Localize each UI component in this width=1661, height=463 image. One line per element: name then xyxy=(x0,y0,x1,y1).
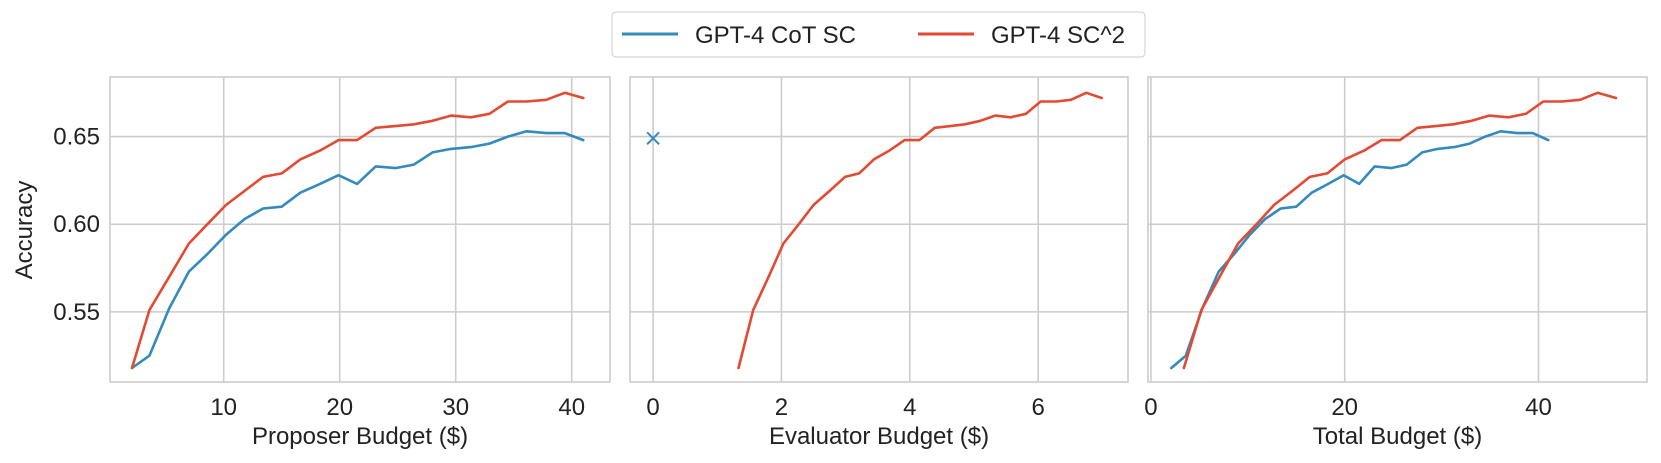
x-axis-label: Total Budget ($) xyxy=(1313,423,1482,450)
axes-frame xyxy=(1147,76,1648,383)
series-line-sc2 xyxy=(737,91,1103,370)
panel-2: 0 2 4 6 Evaluator Budget ($) xyxy=(629,76,1129,450)
y-tick-label: 0.55 xyxy=(53,299,100,326)
series-line-cot-sc xyxy=(1170,130,1550,370)
y-tick-label: 0.60 xyxy=(53,211,100,238)
y-tick-label: 0.65 xyxy=(53,124,100,151)
panel-3: 0 20 40 Total Budget ($) xyxy=(1144,76,1648,450)
y-axis-label: Accuracy xyxy=(11,181,38,280)
legend: GPT-4 CoT SC GPT-4 SC^2 xyxy=(611,11,1146,58)
x-tick-label: 0 xyxy=(1144,394,1157,421)
x-tick-label: 0 xyxy=(646,394,659,421)
panel-1: 10 20 30 40 0.55 0.60 0.65 Proposer Budget ($) xyxy=(53,76,611,450)
x-tick-label: 30 xyxy=(442,394,469,421)
x-axis-label: Proposer Budget ($) xyxy=(252,423,468,450)
legend-label-sc2: GPT-4 SC^2 xyxy=(991,22,1125,49)
series-line-sc2 xyxy=(130,91,585,370)
x-axis-label: Evaluator Budget ($) xyxy=(769,423,989,450)
legend-label-cot-sc: GPT-4 CoT SC xyxy=(695,22,856,49)
axes-frame xyxy=(109,76,611,383)
x-tick-label: 20 xyxy=(1331,394,1358,421)
x-tick-label: 40 xyxy=(558,394,585,421)
series-marker-x xyxy=(646,131,660,146)
x-tick-label: 10 xyxy=(210,394,237,421)
series-line-cot-sc xyxy=(130,130,585,370)
x-tick-label: 4 xyxy=(903,394,916,421)
legend-frame xyxy=(611,11,1146,58)
axes-frame xyxy=(629,76,1129,383)
x-tick-label: 40 xyxy=(1525,394,1552,421)
x-tick-label: 20 xyxy=(326,394,353,421)
x-tick-label: 6 xyxy=(1031,394,1044,421)
x-tick-label: 2 xyxy=(775,394,788,421)
series-line-sc2 xyxy=(1182,91,1618,370)
